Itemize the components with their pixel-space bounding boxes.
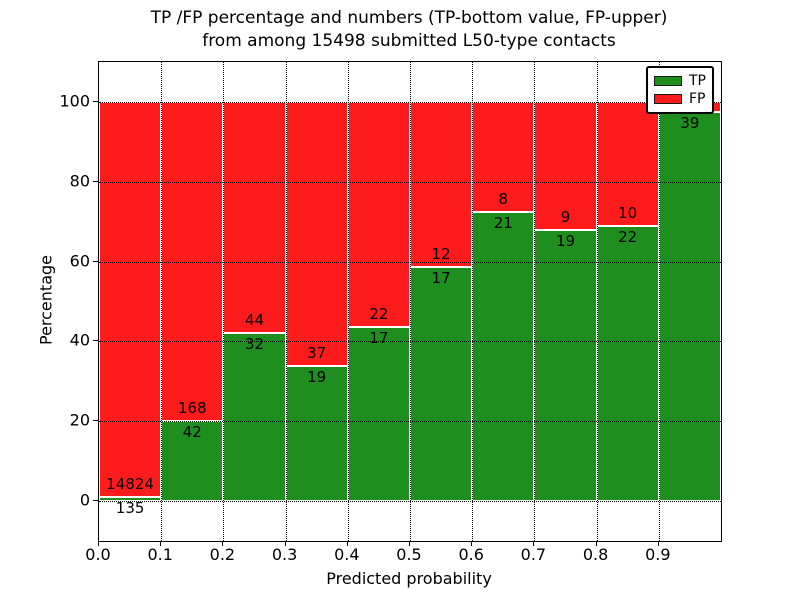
bar-tp-1 [161, 421, 224, 502]
legend-label-fp: FP [689, 91, 706, 107]
fp-count-label-1: 168 [177, 399, 207, 418]
legend: TP FP [646, 66, 714, 114]
bar-tp-5 [410, 267, 473, 502]
chart-title-line2: from among 15498 submitted L50-type cont… [202, 31, 616, 51]
tp-count-label-3: 19 [307, 367, 327, 386]
y-tick-label-100: 100 [59, 91, 90, 111]
tp-count-label-5: 17 [431, 269, 451, 288]
fp-count-label-0: 14824 [106, 475, 154, 494]
legend-item-fp: FP [654, 92, 706, 106]
x-tick-mark-0.4 [346, 541, 348, 546]
x-tick-label-0.0: 0.0 [85, 545, 111, 564]
x-gridline-0.7 [534, 62, 536, 541]
fp-count-label-5: 12 [431, 245, 451, 264]
y-tick-mark-100 [93, 100, 98, 102]
x-gridline-0.6 [472, 62, 474, 541]
bar-tp-4 [347, 327, 410, 502]
tp-count-label-6: 21 [493, 214, 513, 233]
x-tick-mark-0.6 [471, 541, 473, 546]
bar-fp-4 [347, 101, 410, 328]
tp-count-label-4: 17 [369, 329, 389, 348]
chart-title: TP /FP percentage and numbers (TP-bottom… [98, 7, 720, 53]
x-tick-label-0.4: 0.4 [334, 545, 360, 564]
x-tick-mark-0.5 [409, 541, 410, 546]
x-tick-mark-0.7 [533, 541, 535, 546]
fp-count-label-7: 9 [560, 208, 571, 227]
x-gridline-0.2 [223, 62, 225, 541]
bar-fp-0 [99, 101, 162, 498]
x-tick-label-0.7: 0.7 [520, 545, 547, 564]
x-tick-mark-0.0 [98, 541, 99, 546]
bar-tp-2 [223, 333, 286, 502]
y-tick-label-20: 20 [69, 410, 90, 430]
y-tick-label-80: 80 [69, 171, 90, 191]
x-tick-mark-0.1 [160, 541, 162, 546]
bar-fp-3 [285, 101, 348, 366]
bar-fp-2 [223, 101, 286, 334]
y-tick-label-0: 0 [79, 490, 90, 510]
fp-count-label-8: 10 [618, 204, 638, 223]
tp-count-label-0: 135 [115, 499, 145, 518]
chart-title-line1: TP /FP percentage and numbers (TP-bottom… [150, 8, 668, 28]
y-tick-mark-40 [93, 340, 98, 342]
y-tick-mark-80 [93, 180, 98, 182]
x-gridline-0.1 [161, 62, 163, 541]
bar-tp-8 [596, 226, 659, 502]
x-gridline-0.4 [347, 62, 349, 541]
x-tick-mark-0.2 [222, 541, 224, 546]
x-tick-label-0.8: 0.8 [582, 545, 609, 564]
x-gridline-0.3 [285, 62, 287, 541]
y-axis-label: Percentage [36, 254, 56, 346]
bar-tp-0 [99, 497, 162, 502]
x-tick-label-0.3: 0.3 [271, 545, 298, 564]
bar-tp-7 [534, 230, 597, 502]
bar-tp-3 [285, 365, 348, 502]
x-gridline-0.5 [410, 62, 411, 541]
tp-count-label-7: 19 [555, 232, 576, 251]
tp-count-label-9: 39 [680, 113, 700, 132]
x-tick-label-0.9: 0.9 [645, 545, 671, 564]
y-tick-label-40: 40 [69, 330, 90, 350]
y-tick-mark-20 [93, 420, 98, 422]
y-tick-mark-60 [93, 260, 98, 262]
x-tick-mark-0.8 [595, 541, 597, 546]
fp-count-label-3: 37 [307, 343, 327, 362]
x-gridline-0.8 [596, 62, 598, 541]
fp-count-label-4: 22 [369, 305, 389, 324]
y-tick-mark-0 [93, 500, 98, 502]
legend-label-tp: TP [689, 73, 706, 89]
x-tick-label-0.5: 0.5 [396, 545, 422, 564]
bar-fp-7 [534, 101, 597, 231]
y-tick-label-60: 60 [69, 251, 90, 271]
tp-count-label-2: 32 [244, 335, 265, 354]
x-tick-label-0.2: 0.2 [209, 545, 236, 564]
bar-fp-5 [410, 101, 473, 268]
tp-count-label-8: 22 [618, 228, 638, 247]
legend-swatch-fp [654, 94, 682, 104]
legend-swatch-tp [654, 76, 682, 86]
plot-area: 14824 135 168 42 44 32 37 19 22 17 12 17 8 21 9 19 10 22 3… [98, 61, 722, 542]
x-gridline-0.9 [658, 62, 660, 541]
bar-tp-6 [472, 212, 535, 502]
x-axis-label: Predicted probability [326, 569, 492, 588]
fp-count-label-2: 44 [244, 311, 265, 330]
legend-item-tp: TP [654, 74, 706, 88]
x-tick-label-0.6: 0.6 [458, 545, 484, 564]
x-tick-label-0.1: 0.1 [147, 545, 173, 564]
bar-tp-9 [658, 111, 721, 502]
x-tick-mark-0.3 [284, 541, 286, 546]
x-tick-mark-0.9 [657, 541, 659, 546]
tp-count-label-1: 42 [182, 423, 202, 442]
fp-count-label-6: 8 [498, 190, 509, 209]
